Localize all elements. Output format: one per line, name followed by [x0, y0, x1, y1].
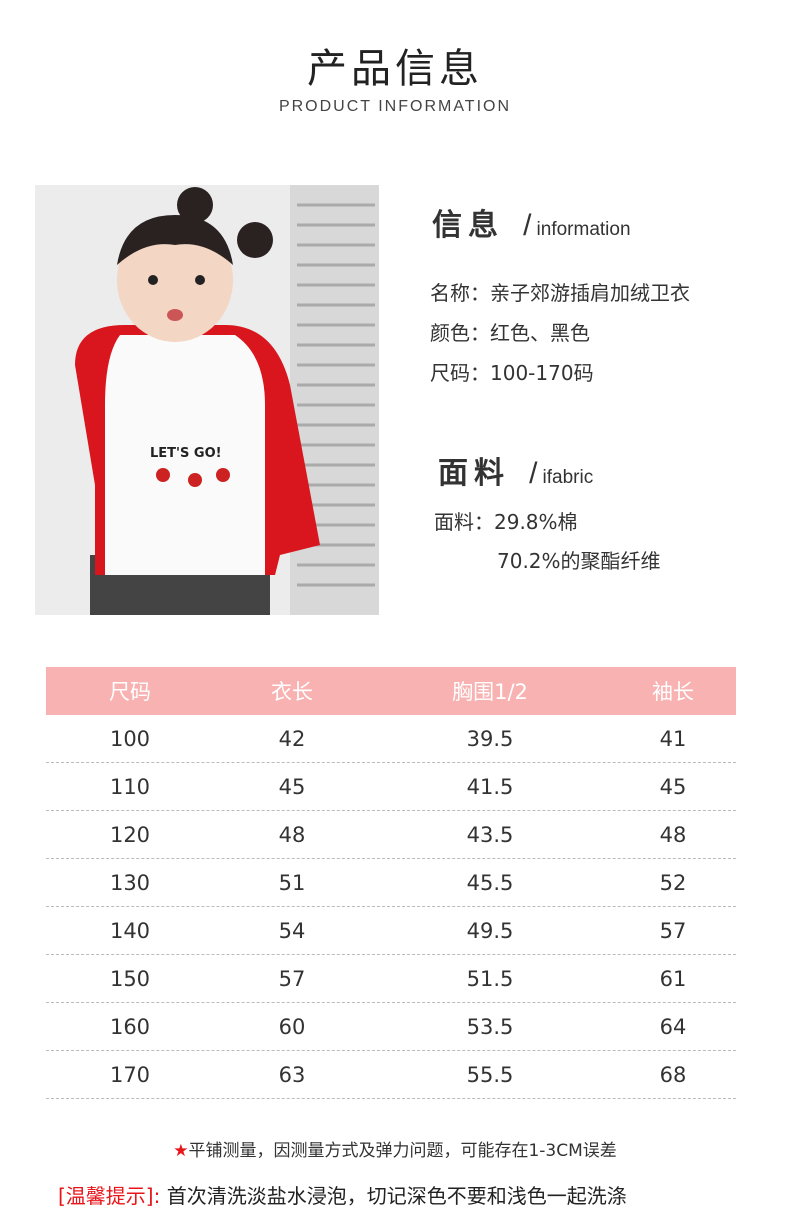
size-table: 尺码 衣长 胸围1/2 袖长 100 42 39.5 41 110 45 41.5 45 120…: [46, 667, 736, 1099]
table-cell: 41: [659, 726, 687, 751]
fabric-heading-slash: /: [529, 457, 538, 490]
table-cell: 55.5: [466, 1062, 514, 1087]
table-cell: 45.5: [466, 870, 514, 895]
table-cell: 100: [109, 726, 151, 751]
info-size: 尺码：100-170码: [430, 361, 594, 385]
column-header-size: 尺码: [109, 680, 151, 704]
table-cell: 60: [278, 1014, 306, 1039]
table-cell: 52: [659, 870, 687, 895]
star-icon: ★: [173, 1141, 189, 1161]
table-cell: 160: [109, 1014, 151, 1039]
table-cell: 61: [659, 966, 687, 991]
table-cell: 57: [278, 966, 306, 991]
table-cell: 49.5: [466, 918, 514, 943]
table-cell: 63: [278, 1062, 306, 1087]
warm-tip-text: 首次清洗淡盐水浸泡，切记深色不要和浅色一起洗涤: [166, 1184, 627, 1208]
table-cell: 140: [109, 918, 151, 943]
table-cell: 120: [109, 822, 151, 847]
table-cell: 45: [659, 774, 687, 799]
warm-tip: [温馨提示]: 首次清洗淡盐水浸泡，切记深色不要和浅色一起洗涤: [58, 1180, 627, 1209]
measurement-note: ★平铺测量，因测量方式及弹力问题，可能存在1-3CM误差: [0, 1136, 790, 1161]
table-row: 100 42 39.5 41: [46, 715, 736, 763]
table-cell: 41.5: [466, 774, 514, 799]
table-row: 140 54 49.5 57: [46, 907, 736, 955]
table-row: 160 60 53.5 64: [46, 1003, 736, 1051]
table-cell: 42: [278, 726, 306, 751]
table-row: 130 51 45.5 52: [46, 859, 736, 907]
column-header-sleeve: 袖长: [652, 680, 694, 704]
table-cell: 51: [278, 870, 306, 895]
table-cell: 48: [659, 822, 687, 847]
warm-tip-label: [温馨提示]:: [58, 1184, 161, 1208]
product-photo-illustration: LET'S GO!: [75, 185, 379, 615]
page-title: 产品信息: [307, 46, 483, 92]
fabric-heading: 面料 / ifabric: [438, 448, 593, 492]
table-cell: 53.5: [466, 1014, 514, 1039]
fabric-line-2: 70.2%的聚酯纤维: [497, 549, 661, 573]
table-row: 170 63 55.5 68: [46, 1051, 736, 1099]
table-cell: 64: [659, 1014, 687, 1039]
table-row: 150 57 51.5 61: [46, 955, 736, 1003]
column-header-chest: 胸围1/2: [452, 680, 528, 704]
info-heading: 信息 / information: [432, 200, 631, 244]
table-row: 120 48 43.5 48: [46, 811, 736, 859]
column-header-length: 衣长: [271, 680, 313, 704]
table-cell: 45: [278, 774, 306, 799]
product-photo: LET'S GO!: [35, 185, 379, 615]
measurement-note-text: 平铺测量，因测量方式及弹力问题，可能存在1-3CM误差: [188, 1141, 617, 1161]
table-cell: 68: [659, 1062, 687, 1087]
table-cell: 150: [109, 966, 151, 991]
table-row: 110 45 41.5 45: [46, 763, 736, 811]
table-cell: 39.5: [466, 726, 514, 751]
info-heading-cn: 信息: [432, 208, 504, 243]
info-color: 颜色：红色、黑色: [430, 321, 590, 345]
fabric-heading-cn: 面料: [438, 456, 510, 491]
fabric-line-1: 面料：29.8%棉: [434, 510, 578, 534]
table-cell: 54: [278, 918, 306, 943]
size-table-header: 尺码 衣长 胸围1/2 袖长: [46, 667, 736, 715]
table-cell: 48: [278, 822, 306, 847]
page-subtitle: PRODUCT INFORMATION: [278, 98, 512, 115]
info-name: 名称：亲子郊游插肩加绒卫衣: [430, 281, 690, 305]
table-cell: 57: [659, 918, 687, 943]
table-cell: 51.5: [466, 966, 514, 991]
table-cell: 170: [109, 1062, 151, 1087]
info-heading-slash: /: [523, 209, 532, 242]
shirt-print-text: LET'S GO!: [150, 446, 222, 461]
table-cell: 43.5: [466, 822, 514, 847]
fabric-heading-en: ifabric: [542, 467, 594, 488]
table-cell: 130: [109, 870, 151, 895]
info-heading-en: information: [536, 219, 631, 240]
table-cell: 110: [109, 774, 151, 799]
